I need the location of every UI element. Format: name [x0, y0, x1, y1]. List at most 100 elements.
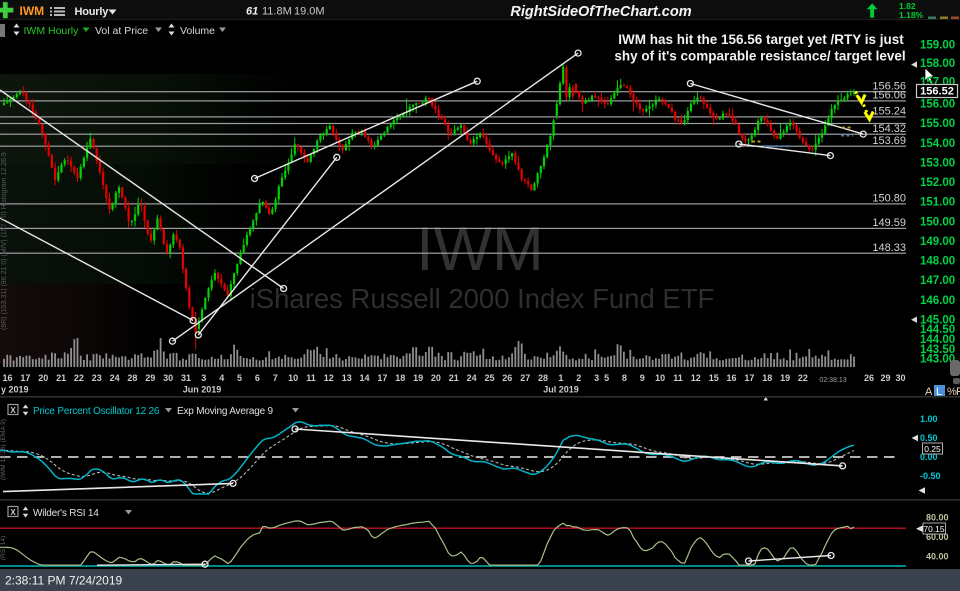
svg-text:156.52: 156.52 [920, 86, 954, 98]
svg-text:11.8M: 11.8M [262, 6, 292, 18]
svg-text:40.00: 40.00 [926, 552, 949, 562]
svg-text:24: 24 [110, 373, 120, 383]
svg-text:5: 5 [604, 373, 609, 383]
svg-text:28: 28 [538, 373, 548, 383]
svg-text:80.00: 80.00 [926, 513, 949, 523]
svg-text:15: 15 [709, 373, 719, 383]
svg-text:0.50: 0.50 [920, 433, 938, 443]
svg-text:155.24: 155.24 [872, 106, 906, 118]
svg-text:1: 1 [558, 373, 563, 383]
svg-text:27: 27 [520, 373, 530, 383]
svg-text:150.00: 150.00 [920, 216, 955, 228]
svg-text:21: 21 [56, 373, 66, 383]
svg-text:148.00: 148.00 [920, 256, 955, 268]
svg-text:Volume: Volume [180, 25, 215, 37]
svg-text:20: 20 [431, 373, 441, 383]
svg-text:0.00: 0.00 [920, 452, 938, 462]
svg-text:156.56: 156.56 [872, 80, 906, 92]
svg-text:19: 19 [780, 373, 790, 383]
svg-text:158.00: 158.00 [920, 58, 955, 70]
svg-text:18: 18 [762, 373, 772, 383]
svg-text:17: 17 [744, 373, 754, 383]
svg-text:9: 9 [640, 373, 645, 383]
svg-text:16: 16 [726, 373, 736, 383]
svg-text:30: 30 [163, 373, 173, 383]
svg-text:Jun 2019: Jun 2019 [183, 385, 222, 395]
svg-text:30: 30 [895, 373, 905, 383]
svg-text:18: 18 [395, 373, 405, 383]
svg-text:61: 61 [246, 6, 258, 18]
svg-text:IWM Hourly: IWM Hourly [24, 25, 80, 37]
svg-text:153.69: 153.69 [872, 135, 906, 147]
svg-text:19.0M: 19.0M [294, 6, 325, 18]
svg-text:Exp Moving Average 9: Exp Moving Average 9 [177, 406, 274, 417]
svg-text:8: 8 [622, 373, 627, 383]
svg-text:RightSideOfTheChart.com: RightSideOfTheChart.com [510, 4, 691, 20]
svg-text:17: 17 [20, 373, 30, 383]
svg-text:143.50: 143.50 [920, 344, 955, 356]
svg-text:24: 24 [467, 373, 477, 383]
svg-text:5: 5 [237, 373, 242, 383]
svg-text:Vol at Price: Vol at Price [95, 25, 148, 37]
svg-text:P: P [956, 386, 960, 398]
svg-text:10: 10 [655, 373, 665, 383]
svg-text:21: 21 [449, 373, 459, 383]
svg-text:25: 25 [484, 373, 494, 383]
svg-text:1.00: 1.00 [920, 414, 938, 424]
svg-text:144.50: 144.50 [920, 324, 955, 336]
svg-text:156.00: 156.00 [920, 99, 955, 111]
svg-text:26: 26 [502, 373, 512, 383]
svg-text:-0.50: -0.50 [920, 471, 941, 481]
svg-text:11: 11 [673, 373, 683, 383]
svg-text:2:38:11 PM 7/24/2019: 2:38:11 PM 7/24/2019 [5, 574, 123, 588]
svg-text:70.15: 70.15 [923, 524, 945, 534]
svg-text:11: 11 [306, 373, 316, 383]
svg-text:19: 19 [413, 373, 423, 383]
svg-text:IWM has hit the 156.56 target: IWM has hit the 156.56 target yet /RTY i… [618, 32, 904, 47]
svg-text:31: 31 [181, 373, 191, 383]
svg-text:147.00: 147.00 [920, 275, 955, 287]
svg-text:154.00: 154.00 [920, 138, 955, 150]
svg-text:1.82: 1.82 [899, 1, 916, 11]
svg-text:149.59: 149.59 [872, 217, 906, 229]
svg-text:156.06: 156.06 [872, 90, 906, 102]
svg-text:(IWM 12:26) (EMA 9): (IWM 12:26) (EMA 9) [0, 419, 7, 480]
svg-text:y 2019: y 2019 [1, 385, 29, 395]
svg-text:6: 6 [255, 373, 260, 383]
svg-text:12: 12 [324, 373, 334, 383]
svg-text:144.00: 144.00 [920, 334, 955, 346]
svg-text:7: 7 [273, 373, 278, 383]
svg-text:16: 16 [2, 373, 12, 383]
svg-text:(8R) (153.31) (96.21 0) (M/V): (8R) (153.31) (96.21 0) (M/V) (157.70) H… [1, 152, 8, 330]
svg-text:143.00: 143.00 [920, 354, 955, 366]
svg-text:12: 12 [691, 373, 701, 383]
svg-text:L: L [936, 386, 942, 398]
svg-text:10: 10 [288, 373, 298, 383]
svg-text:IWM: IWM [20, 4, 45, 18]
svg-text:0.25: 0.25 [924, 444, 941, 454]
svg-text:60.00: 60.00 [926, 532, 949, 542]
svg-text:22: 22 [798, 373, 808, 383]
svg-text:29: 29 [145, 373, 155, 383]
svg-text:%: % [947, 386, 957, 398]
svg-text:13: 13 [342, 373, 352, 383]
svg-text:3: 3 [594, 373, 599, 383]
svg-text:148.33: 148.33 [872, 242, 906, 254]
svg-text:(RSI 14): (RSI 14) [0, 536, 7, 560]
svg-text:20: 20 [38, 373, 48, 383]
svg-text:X: X [10, 508, 16, 517]
svg-text:4: 4 [219, 373, 224, 383]
svg-text:14: 14 [359, 373, 369, 383]
svg-text:02:38:13: 02:38:13 [819, 377, 846, 384]
svg-text:X: X [10, 406, 16, 415]
svg-text:149.00: 149.00 [920, 236, 955, 248]
svg-text:3: 3 [201, 373, 206, 383]
svg-text:Price Percent Oscillator 12 26: Price Percent Oscillator 12 26 [33, 406, 160, 417]
svg-text:23: 23 [92, 373, 102, 383]
svg-text:145.00: 145.00 [920, 314, 955, 326]
svg-text:154.32: 154.32 [872, 123, 906, 135]
svg-text:28: 28 [127, 373, 137, 383]
svg-text:17: 17 [377, 373, 387, 383]
svg-text:shy of it's comparable resista: shy of it's comparable resistance/ targe… [614, 49, 905, 64]
svg-text:Hourly: Hourly [75, 6, 110, 18]
